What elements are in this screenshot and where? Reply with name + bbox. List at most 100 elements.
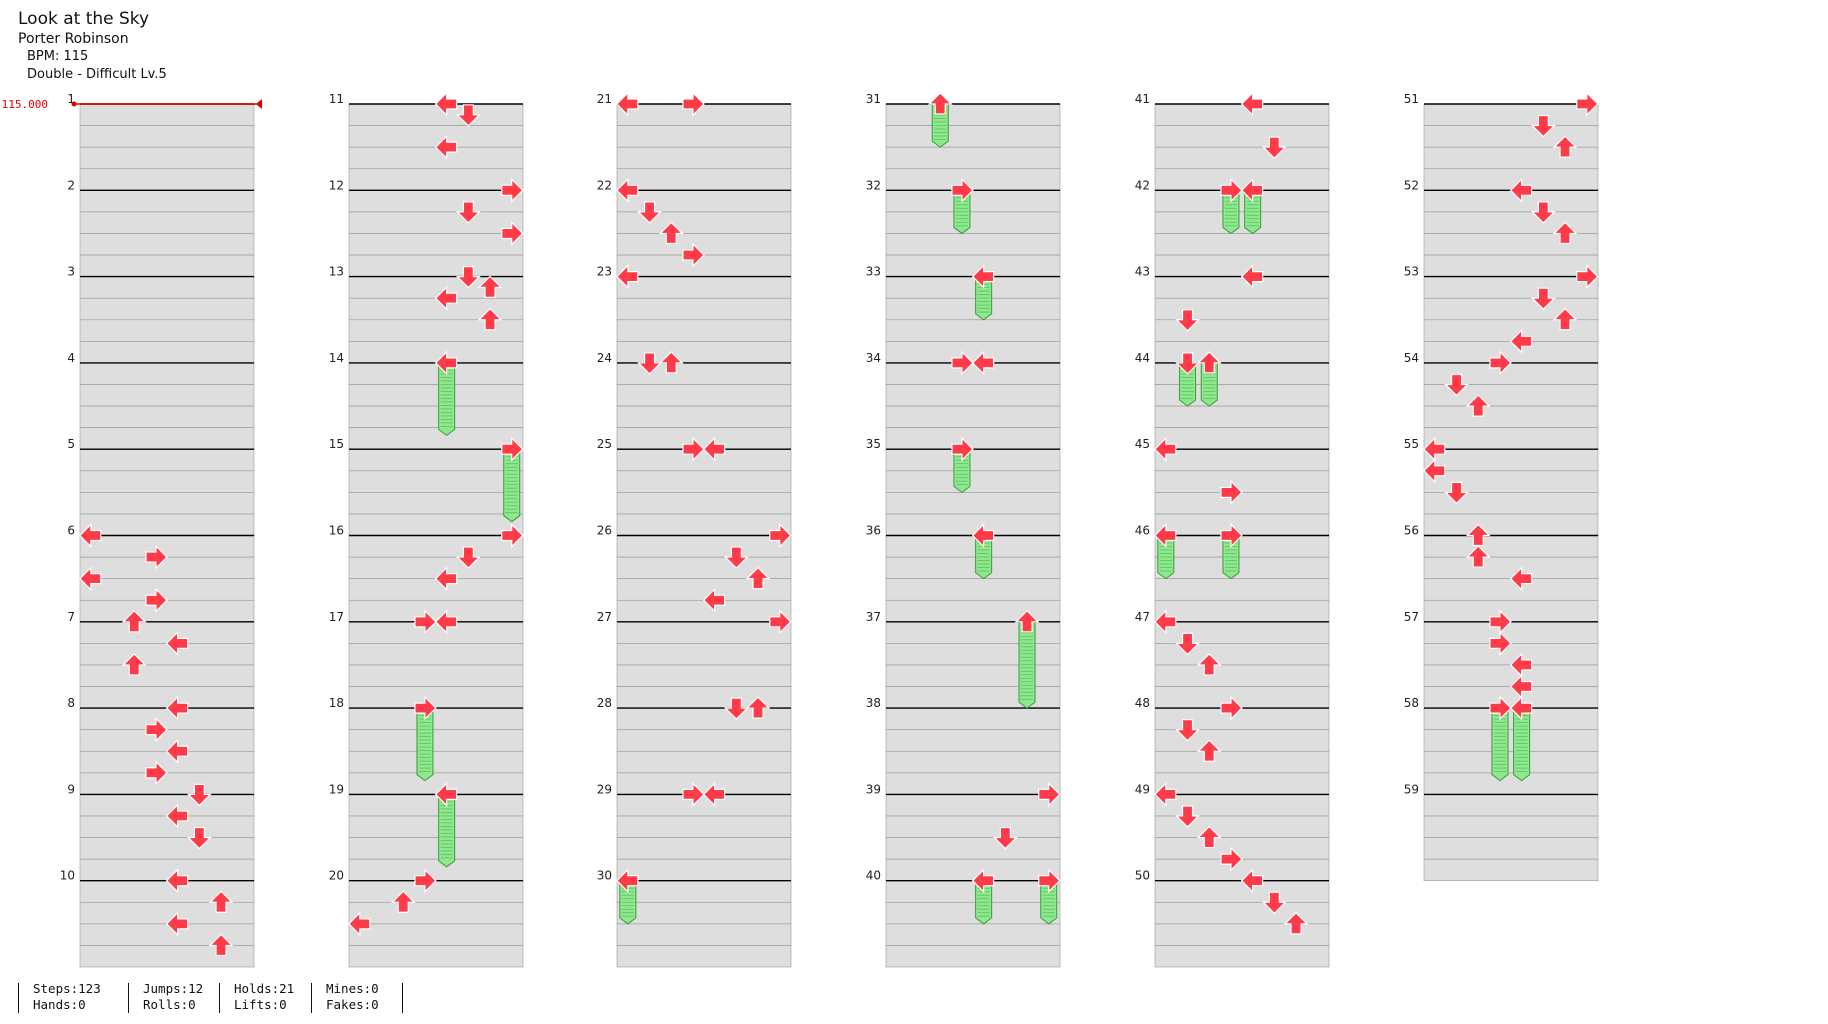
beat-band: [1423, 837, 1599, 860]
measure-number: 39: [866, 782, 881, 796]
arrow-left-icon: [1154, 523, 1177, 548]
hold-note: [1018, 621, 1036, 709]
beat-band: [348, 643, 524, 666]
beat-band: [885, 384, 1061, 407]
beat-band: [1423, 556, 1599, 579]
beat-band: [79, 578, 255, 601]
arrow-left-icon: [616, 91, 639, 117]
measure-number: 36: [866, 524, 881, 538]
beat-band: [885, 492, 1061, 515]
beat-band: [1154, 513, 1330, 536]
measure-number: 8: [67, 696, 75, 710]
measure-number: 44: [1135, 351, 1150, 365]
arrow-left-icon: [165, 911, 189, 937]
measure-50: 50: [1135, 869, 1330, 968]
beat-band: [885, 794, 1061, 817]
hold-note: [953, 189, 971, 235]
beat-band: [79, 362, 255, 385]
beat-band: [1154, 470, 1330, 493]
beat-band: [885, 448, 1061, 472]
beat-band: [885, 405, 1061, 428]
beat-band: [616, 470, 792, 493]
beat-band: [1423, 858, 1599, 882]
beat-band: [79, 319, 255, 342]
beat-band: [79, 837, 255, 860]
beat-band: [885, 837, 1061, 860]
beat-band: [1423, 254, 1599, 277]
beat-band: [1423, 362, 1599, 385]
stat-jumps: Jumps:12: [143, 981, 204, 996]
beat-band: [616, 405, 792, 428]
beat-band: [1154, 125, 1330, 148]
arrow-left-icon: [1240, 177, 1264, 203]
measure-number: 41: [1135, 92, 1150, 106]
measure-48: 48: [1135, 696, 1330, 795]
measure-number: 5: [67, 437, 75, 451]
beat-band: [885, 341, 1061, 364]
measure-3: 3: [67, 265, 255, 364]
beat-band: [79, 341, 255, 364]
arrow-left-icon: [702, 781, 726, 807]
beat-band: [885, 168, 1061, 191]
arrow-down-icon: [1530, 114, 1556, 138]
arrow-right-icon: [1038, 781, 1061, 807]
arrow-right-icon: [1220, 695, 1243, 721]
beat-band: [616, 599, 792, 623]
arrow-left-icon: [616, 264, 639, 290]
beat-band: [348, 362, 524, 385]
beat-band: [348, 254, 524, 277]
beat-band: [1423, 643, 1599, 666]
beat-band: [1423, 427, 1599, 450]
beat-band: [616, 276, 792, 299]
arrow-up-icon: [1465, 545, 1491, 568]
arrow-left-icon: [616, 177, 639, 203]
beat-band: [616, 513, 792, 536]
arrow-down-icon: [186, 783, 212, 807]
beat-band: [1154, 168, 1330, 191]
beat-band: [885, 772, 1061, 795]
beat-band: [616, 772, 792, 795]
measure-29: 29: [597, 782, 792, 882]
arrow-right-icon: [1220, 846, 1243, 872]
measure-number: 29: [597, 782, 612, 796]
measure-28: 28: [597, 696, 792, 795]
beat-band: [1423, 168, 1599, 191]
beat-band: [885, 945, 1061, 968]
arrow-left-icon: [165, 695, 189, 721]
arrow-left-icon: [971, 523, 995, 548]
beat-band: [885, 233, 1061, 256]
arrow-up-icon: [745, 566, 771, 590]
measure-number: 15: [329, 437, 344, 451]
beat-band: [885, 254, 1061, 277]
beat-band: [885, 535, 1061, 558]
beat-band: [79, 492, 255, 515]
measure-35: 35: [866, 437, 1061, 536]
measure-46: 46: [1135, 524, 1330, 623]
measure-15: 15: [329, 437, 524, 536]
measure-number: 54: [1404, 351, 1419, 365]
beat-band: [616, 125, 792, 148]
beat-band: [1154, 190, 1330, 213]
measure-36: 36: [866, 524, 1061, 623]
measure-number: 50: [1135, 869, 1150, 883]
arrow-up-icon: [1283, 912, 1309, 935]
arrow-up-icon: [658, 351, 684, 374]
beat-band: [885, 211, 1061, 234]
arrow-left-icon: [434, 134, 458, 160]
measure-31: 31: [866, 92, 1061, 191]
beat-band: [616, 578, 792, 601]
measure-9: 9: [67, 782, 255, 882]
measure-39: 39: [866, 782, 1061, 882]
beat-band: [885, 362, 1061, 385]
arrow-left-icon: [1154, 609, 1177, 635]
difficulty-label: Double - Difficult Lv.5: [27, 67, 167, 82]
beat-band: [885, 125, 1061, 148]
beat-band: [79, 125, 255, 148]
beat-band: [348, 168, 524, 191]
beat-band: [616, 815, 792, 838]
measure-14: 14: [329, 351, 524, 450]
arrow-right-icon: [145, 717, 168, 743]
beat-band: [1154, 103, 1330, 126]
beat-band: [616, 751, 792, 774]
arrow-up-icon: [927, 92, 953, 115]
